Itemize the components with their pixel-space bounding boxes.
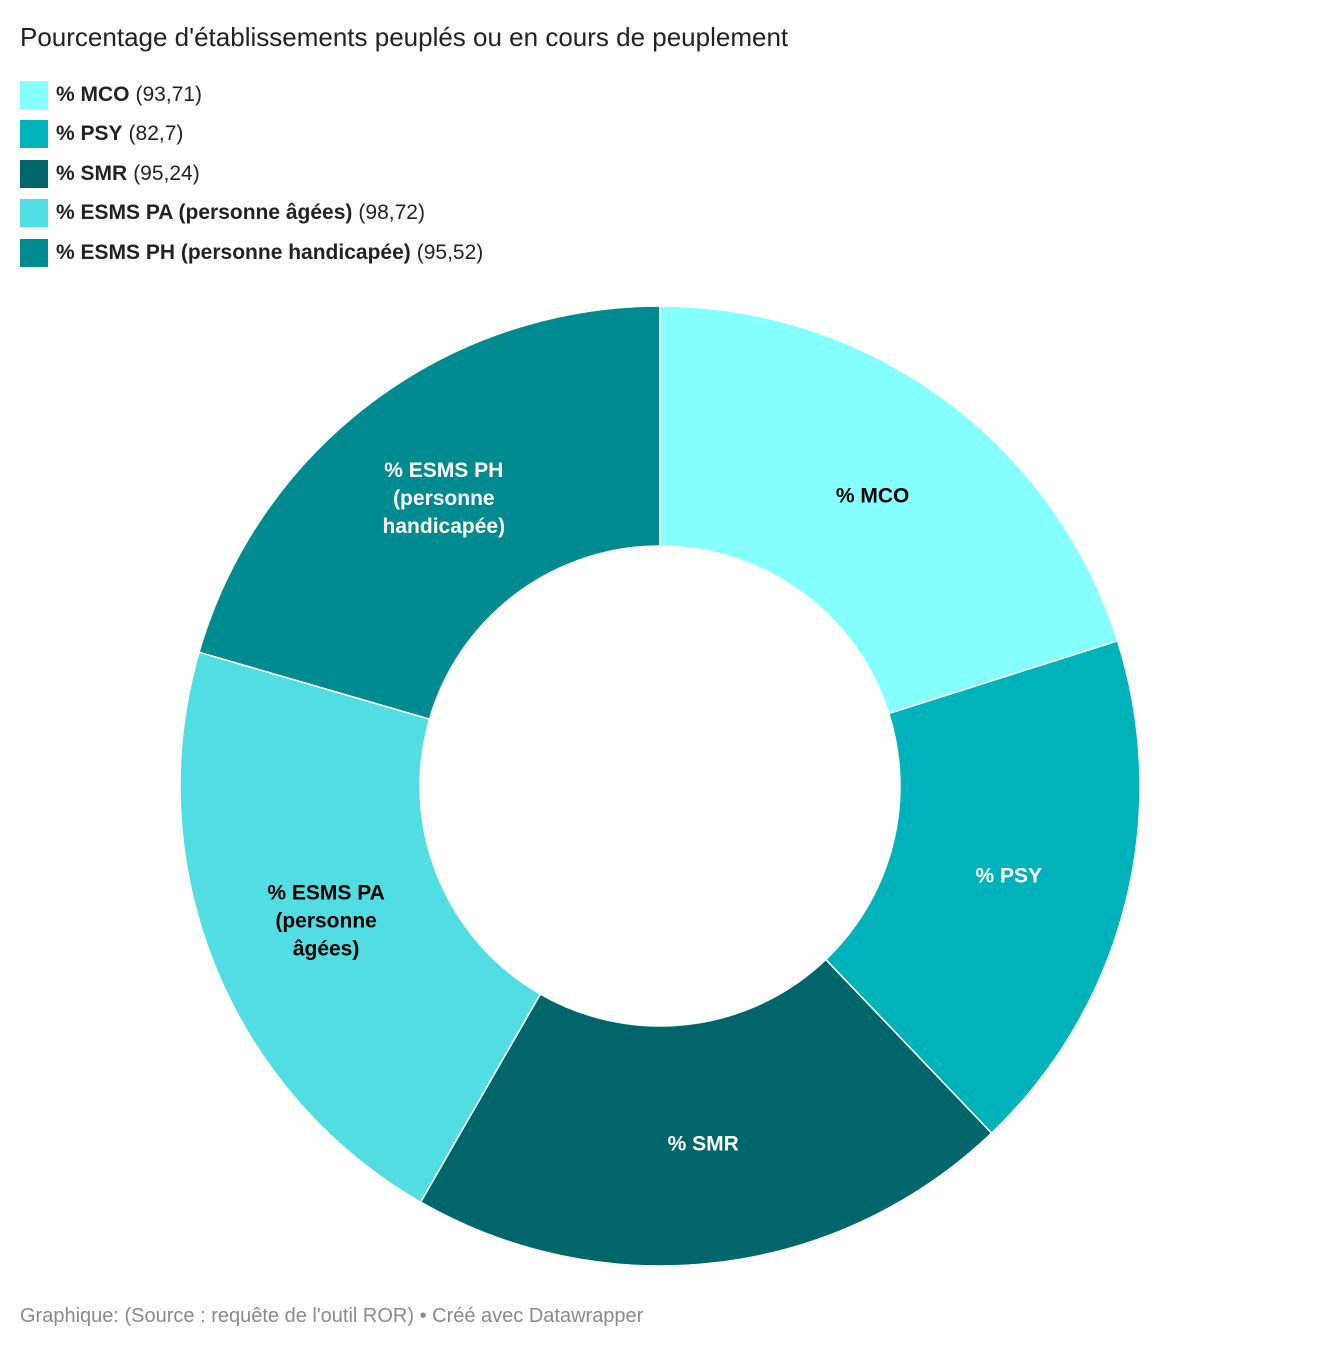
donut-slice (198, 305, 661, 721)
legend-value: (95,24) (133, 161, 200, 185)
legend-item: % PSY (82,7) (20, 115, 483, 155)
chart-title: Pourcentage d'établissements peuplés ou … (20, 22, 789, 52)
slice-label: % SMR (668, 1132, 739, 1155)
legend-value: (98,72) (358, 201, 425, 225)
legend-swatch (20, 80, 48, 109)
slice-label: % ESMS PH (personne handicapée) (383, 459, 506, 538)
legend-label: % ESMS PH (personne handicapée) (56, 240, 411, 264)
legend-item: % MCO (93,71) (20, 75, 483, 115)
legend-swatch (20, 238, 48, 267)
legend-label: % SMR (56, 161, 128, 185)
donut-slice (179, 651, 542, 1204)
slice-label: % MCO (836, 485, 910, 508)
donut-slice (419, 958, 993, 1267)
legend-label: % MCO (56, 82, 130, 106)
slice-label: % ESMS PA (personne âgées) (267, 882, 384, 961)
legend-label: % ESMS PA (personne âgées) (56, 201, 353, 225)
legend-item: % ESMS PA (personne âgées) (98,72) (20, 194, 483, 234)
legend-swatch (20, 120, 48, 149)
legend-swatch (20, 159, 48, 188)
legend-item: % SMR (95,24) (20, 154, 483, 194)
legend-swatch (20, 199, 48, 228)
donut-slice (659, 305, 1119, 715)
slice-label: % PSY (975, 864, 1042, 887)
chart-source-note: Graphique: (Source : requête de l'outil … (20, 1305, 644, 1327)
legend-value: (95,52) (416, 240, 484, 264)
legend-value: (82,7) (128, 122, 184, 146)
chart-legend: % MCO (93,71)% PSY (82,7)% SMR (95,24)% ESM… (20, 75, 483, 273)
legend-item: % ESMS PH (personne handicapée) (95,52) (20, 233, 483, 273)
legend-label: % PSY (56, 122, 123, 146)
legend-value: (93,71) (135, 82, 203, 106)
donut-slice (824, 640, 1141, 1135)
